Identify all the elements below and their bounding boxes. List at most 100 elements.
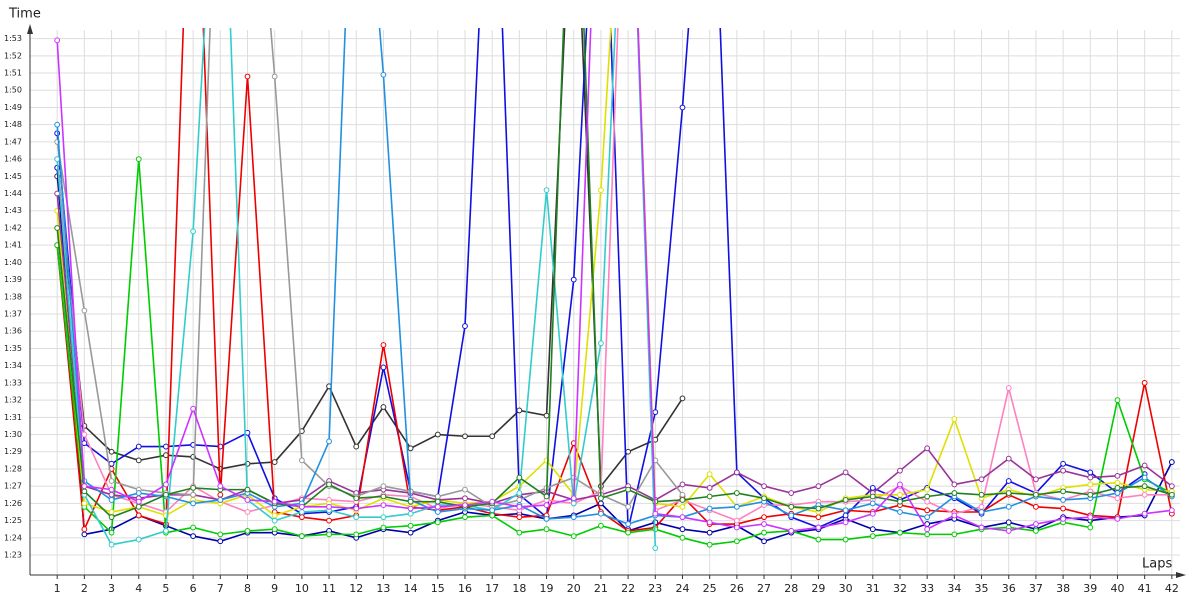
point — [380, 404, 387, 410]
x-tick-label: 36 — [1002, 582, 1016, 595]
x-axis-arrow — [1176, 572, 1186, 578]
y-tick-label: 1:50 — [4, 86, 22, 95]
x-tick-label: 12 — [349, 582, 363, 595]
x-tick-label: 23 — [648, 582, 662, 595]
x-tick-label: 41 — [1138, 582, 1152, 595]
point — [733, 469, 740, 476]
point — [380, 502, 387, 509]
point — [244, 509, 251, 515]
point — [625, 503, 632, 510]
series-line — [56, 28, 1146, 530]
point — [951, 490, 958, 496]
point — [326, 531, 332, 538]
point — [135, 490, 142, 496]
point — [1033, 528, 1039, 534]
point — [815, 514, 822, 521]
x-tick-label: 34 — [947, 582, 961, 595]
point — [652, 510, 659, 517]
point — [706, 484, 713, 491]
point — [570, 514, 577, 521]
point — [978, 476, 985, 483]
y-tick-label: 1:23 — [4, 551, 22, 560]
point — [897, 529, 903, 536]
point — [842, 536, 849, 543]
point — [54, 190, 61, 197]
x-tick-label: 8 — [244, 582, 251, 595]
point — [951, 512, 958, 519]
x-tick-label: 21 — [594, 582, 608, 595]
point — [462, 502, 468, 509]
point — [271, 498, 278, 505]
point — [1060, 467, 1066, 474]
point — [733, 524, 740, 531]
y-tick-label: 1:27 — [4, 482, 22, 491]
point — [489, 433, 496, 440]
point — [108, 514, 115, 521]
point — [190, 228, 197, 235]
point — [1033, 476, 1039, 483]
y-tick-label: 1:37 — [4, 310, 22, 319]
point — [625, 448, 632, 455]
point — [434, 519, 441, 526]
point — [190, 524, 197, 531]
point — [1005, 490, 1012, 496]
point — [897, 498, 903, 505]
point — [1005, 503, 1012, 510]
point — [924, 498, 931, 505]
point — [897, 467, 903, 474]
point — [924, 526, 931, 533]
y-tick-label: 1:52 — [4, 51, 22, 60]
point — [135, 512, 142, 519]
point — [54, 156, 61, 163]
point — [924, 531, 931, 538]
point — [924, 493, 931, 500]
x-tick-label: 30 — [839, 582, 853, 595]
point — [353, 443, 360, 450]
x-tick-label: 25 — [703, 582, 717, 595]
y-tick-label: 1:51 — [4, 69, 22, 78]
x-tick-label: 6 — [190, 582, 197, 595]
point — [298, 514, 305, 521]
point — [1114, 490, 1121, 496]
point — [407, 498, 414, 505]
point — [679, 526, 686, 533]
point — [108, 491, 115, 498]
point — [108, 509, 115, 515]
x-tick-label: 31 — [866, 582, 880, 595]
x-tick-label: 5 — [162, 582, 169, 595]
y-tick-label: 1:42 — [4, 223, 22, 232]
point — [543, 412, 550, 419]
y-tick-label: 1:40 — [4, 258, 22, 267]
point — [407, 529, 414, 536]
point — [951, 481, 958, 488]
point — [190, 500, 197, 507]
y-tick-label: 1:31 — [4, 413, 22, 422]
y-tick-label: 1:48 — [4, 120, 22, 129]
series-line — [56, 28, 1172, 522]
x-tick-label: 33 — [920, 582, 934, 595]
point — [788, 503, 795, 510]
point — [598, 510, 604, 517]
y-tick-label: 1:46 — [4, 155, 22, 164]
point — [108, 486, 115, 493]
x-tick-label: 29 — [811, 582, 825, 595]
point — [135, 498, 142, 505]
point — [1087, 469, 1094, 476]
series-line — [56, 167, 1173, 543]
point — [1005, 455, 1012, 462]
y-tick-label: 1:39 — [4, 275, 22, 284]
point — [625, 521, 632, 527]
x-tick-label: 15 — [431, 582, 445, 595]
y-tick-label: 1:49 — [4, 103, 22, 112]
point — [543, 502, 550, 509]
x-tick-label: 1 — [54, 582, 61, 595]
point — [733, 490, 740, 496]
x-tick-label: 13 — [376, 582, 390, 595]
point — [869, 510, 876, 517]
point — [1033, 491, 1039, 498]
point — [108, 448, 115, 455]
point — [434, 509, 441, 515]
point — [81, 526, 88, 533]
point — [190, 491, 197, 498]
